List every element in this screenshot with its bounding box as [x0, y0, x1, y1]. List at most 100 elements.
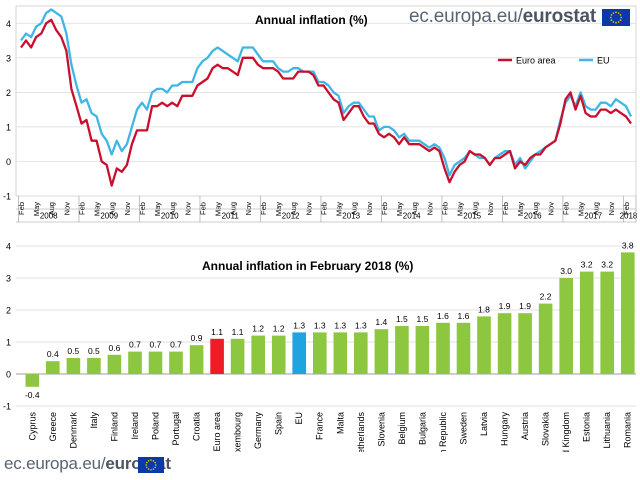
bar-chart: -1 0 1 2 3 4 -0.4 0.4 0.5 0.5 0.6 0.7 0.7 0.7 0.9 1.1 1… [3, 240, 636, 452]
bar-value-label: 1.1 [211, 327, 223, 337]
category-label: Cyprus [27, 412, 37, 441]
category-label: Denmark [68, 412, 78, 449]
flag-star [615, 21, 617, 24]
bar-united-kingdom [559, 278, 573, 374]
eu-line [20, 8, 633, 177]
flag-star [615, 11, 617, 14]
x-month-label: Nov [304, 202, 313, 216]
y-tick-label: 3 [6, 53, 11, 63]
flag-star [155, 464, 157, 466]
category-label: Slovenia [376, 412, 386, 447]
line-chart-series [20, 8, 633, 187]
bar-value-label: 0.6 [108, 343, 120, 353]
bar-luxembourg [230, 338, 245, 374]
bar-germany [251, 335, 265, 374]
category-label: Finland [109, 412, 119, 442]
category-label: Belgium [397, 412, 407, 445]
bar-euro-area [210, 338, 224, 374]
flag-star [612, 21, 615, 23]
flag-star [147, 468, 150, 470]
year-label: 2015 [463, 212, 481, 221]
bar-value-label: 1.3 [314, 320, 326, 330]
flag-star [610, 16, 612, 19]
bar-chart-title: Annual inflation in February 2018 (%) [202, 259, 413, 273]
flag-star [152, 460, 155, 462]
bar-value-label: 1.5 [396, 314, 408, 324]
bar-chart-x-axis: Cyprus Greece Denmark Italy Finland Ireland Po… [27, 412, 632, 452]
bar-spain [271, 335, 286, 374]
category-label: Hungary [500, 412, 510, 447]
category-label: Romania [623, 412, 633, 448]
bar-value-label: 1.2 [273, 324, 285, 334]
flag-star [152, 468, 155, 470]
flag-star [145, 464, 147, 466]
x-month-label: Aug [47, 202, 56, 215]
bar-lithuania [600, 271, 614, 374]
y-tick-label: 4 [6, 242, 11, 252]
bar-poland [148, 351, 163, 374]
category-label: Poland [150, 412, 160, 440]
x-month-label: Nov [365, 202, 374, 216]
bar-value-label: 3.0 [560, 266, 572, 276]
category-label: Lithuania [602, 412, 612, 449]
category-label: Greece [48, 412, 58, 442]
bar-value-label: -0.4 [25, 390, 40, 400]
category-label: Czech Republic [438, 412, 448, 452]
bar-chart-bars: -0.4 0.4 0.5 0.5 0.6 0.7 0.7 0.7 0.9 1.1 1.1 1.2 1.2… [25, 240, 635, 400]
flag-field [602, 9, 630, 26]
bar-bulgaria [415, 326, 430, 374]
category-label: Estonia [582, 412, 592, 442]
category-label: Croatia [192, 412, 202, 441]
y-tick-label: 4 [6, 19, 11, 29]
y-tick-label: 1 [6, 122, 11, 132]
line-chart-title: Annual inflation (%) [255, 13, 368, 27]
bar-value-label: 1.8 [478, 304, 490, 314]
category-label: France [315, 412, 325, 440]
x-month-label: Nov [123, 202, 132, 216]
x-month-label: Aug [108, 202, 117, 215]
x-month-label: Feb [380, 202, 389, 215]
y-tick-label: 3 [6, 274, 11, 284]
bar-croatia [189, 345, 204, 374]
bar-netherlands [354, 332, 368, 374]
flag-star [146, 466, 148, 469]
category-label: Netherlands [356, 412, 366, 452]
x-month-label: Aug [350, 202, 359, 215]
site-url-top[interactable]: ec.europa.eu/eurostat [409, 6, 596, 28]
x-month-label: Aug [531, 202, 540, 215]
flag-field [138, 457, 164, 473]
bar-value-label: 0.7 [170, 340, 182, 350]
bar-france [313, 332, 327, 374]
flag-star [146, 461, 148, 464]
flag-star [154, 461, 156, 464]
x-month-label: Aug [168, 202, 177, 215]
x-month-label: Nov [62, 202, 71, 216]
category-label: Germany [253, 412, 263, 450]
x-month-label: Aug [289, 202, 298, 215]
bar-value-label: 1.1 [232, 327, 244, 337]
x-month-label: Feb [138, 202, 147, 215]
year-label: 2013 [342, 212, 360, 221]
x-month-label: Feb [440, 202, 449, 215]
bar-hungary [497, 313, 512, 374]
year-label: 2018 [620, 212, 638, 221]
bar-romania [621, 252, 635, 374]
flag-star [150, 469, 152, 471]
x-month-label: Nov [244, 202, 253, 216]
year-label: 2011 [222, 212, 240, 221]
category-label: Euro area [212, 412, 222, 452]
bar-eu [292, 332, 306, 374]
site-brand: eurostat [522, 6, 597, 27]
bar-value-label: 1.9 [519, 301, 531, 311]
y-tick-label: -1 [3, 192, 11, 202]
bar-value-label: 3.8 [622, 240, 634, 250]
bar-value-label: 1.6 [458, 311, 470, 321]
bar-portugal [169, 351, 183, 374]
plot-frame [15, 5, 637, 197]
bar-value-label: 1.2 [252, 324, 264, 334]
category-label: Ireland [130, 412, 140, 440]
flag-star [617, 21, 620, 23]
category-label: Spain [274, 412, 284, 435]
x-month-label: Aug [471, 202, 480, 215]
